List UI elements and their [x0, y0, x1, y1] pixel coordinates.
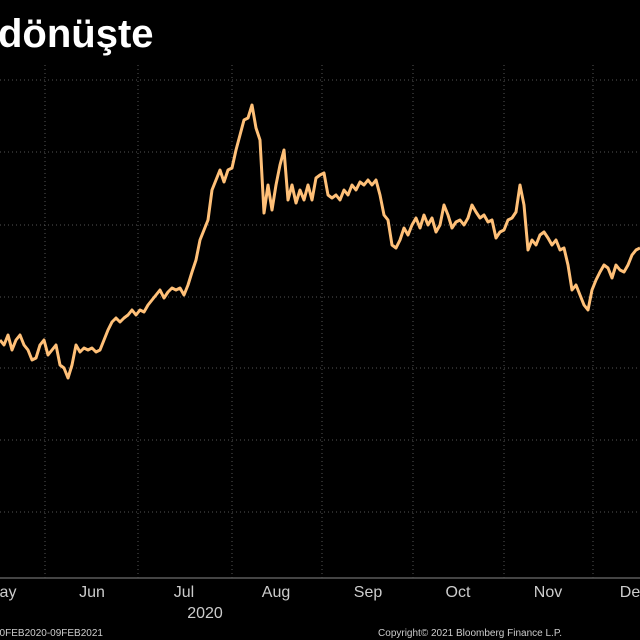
copyright: Copyright© 2021 Bloomberg Finance L.P. — [378, 628, 562, 639]
x-tick-label: Nov — [534, 584, 562, 601]
chart-title: dönüşte — [0, 12, 154, 56]
date-range: 10FEB2020-09FEB2021 — [0, 628, 103, 639]
year-label: 2020 — [187, 605, 223, 622]
x-tick-label: Sep — [354, 584, 383, 601]
x-tick-label: De — [620, 584, 640, 601]
data-line — [0, 103, 640, 380]
x-tick-label: Aug — [262, 584, 290, 601]
x-tick-label: Jul — [174, 584, 194, 601]
x-tick-label: Jun — [79, 584, 105, 601]
x-tick-label: ay — [0, 584, 16, 601]
x-tick-label: Oct — [446, 584, 471, 601]
